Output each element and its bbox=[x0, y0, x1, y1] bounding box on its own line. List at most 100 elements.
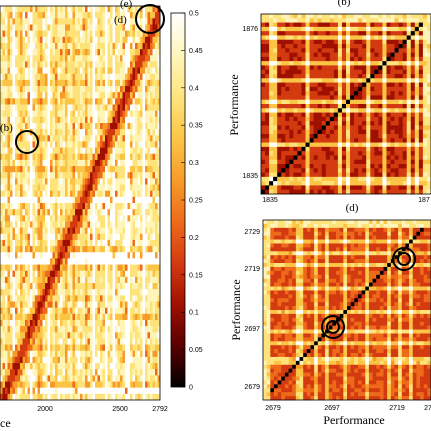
heatmap-cell bbox=[281, 99, 286, 105]
heatmap-cell bbox=[386, 26, 391, 32]
heatmap-cell bbox=[110, 356, 113, 364]
heatmap-cell bbox=[62, 178, 66, 185]
heatmap-cell bbox=[100, 92, 103, 99]
heatmap-cell bbox=[112, 49, 116, 56]
heatmap-cell bbox=[125, 92, 128, 99]
heatmap-cell bbox=[12, 129, 16, 136]
heatmap-cell bbox=[90, 79, 93, 87]
heatmap-cell bbox=[426, 91, 431, 96]
heatmap-cell bbox=[132, 98, 136, 105]
heatmap-cell bbox=[125, 153, 128, 161]
heatmap-cell bbox=[277, 91, 282, 96]
heatmap-cell bbox=[147, 92, 151, 99]
heatmap-cell bbox=[277, 56, 282, 62]
heatmap-cell bbox=[289, 56, 294, 62]
heatmap-cell bbox=[426, 22, 431, 28]
heatmap-cell bbox=[102, 116, 106, 124]
heatmap-cell bbox=[87, 104, 91, 111]
heatmap-cell bbox=[12, 79, 16, 87]
heatmap-cell bbox=[85, 166, 88, 173]
heatmap-cell bbox=[17, 184, 21, 191]
heatmap-cell bbox=[130, 276, 133, 284]
heatmap-cell bbox=[37, 190, 41, 198]
heatmap-cell bbox=[297, 86, 302, 92]
heatmap-cell bbox=[422, 14, 428, 19]
heatmap-cell bbox=[65, 92, 68, 99]
heatmap-cell bbox=[77, 12, 81, 19]
heatmap-cell bbox=[95, 178, 98, 185]
heatmap-cell bbox=[52, 381, 56, 388]
heatmap-cell bbox=[45, 92, 48, 99]
heatmap-cell bbox=[80, 42, 83, 50]
heatmap-cell bbox=[329, 86, 335, 92]
heatmap-cell bbox=[265, 22, 270, 28]
heatmap-cell bbox=[120, 184, 123, 191]
heatmap-cell bbox=[40, 393, 43, 401]
heatmap-cell bbox=[117, 264, 121, 272]
heatmap-cell bbox=[80, 319, 83, 327]
heatmap-cell bbox=[80, 129, 83, 136]
heatmap-cell bbox=[75, 239, 78, 247]
heatmap-cell bbox=[65, 221, 68, 228]
colorbar-tick-label: 0.1 bbox=[189, 310, 199, 317]
heatmap-cell bbox=[132, 159, 136, 167]
heatmap-cell bbox=[410, 18, 416, 23]
heatmap-cell bbox=[37, 209, 41, 216]
heatmap-cell bbox=[394, 95, 399, 101]
heatmap-cell bbox=[297, 18, 302, 23]
heatmap-cell bbox=[297, 69, 302, 75]
heatmap-cell bbox=[2, 233, 6, 241]
heatmap-cell bbox=[32, 332, 36, 339]
heatmap-cell bbox=[97, 221, 101, 228]
heatmap-cell bbox=[95, 295, 98, 302]
heatmap-cell bbox=[122, 221, 126, 228]
heatmap-cell bbox=[115, 350, 118, 358]
heatmap-cell bbox=[157, 190, 161, 198]
heatmap-cell bbox=[122, 227, 126, 235]
heatmap-cell bbox=[22, 166, 26, 173]
heatmap-cell bbox=[273, 26, 278, 32]
heatmap-cell bbox=[97, 49, 101, 56]
heatmap-cell bbox=[337, 82, 343, 88]
heatmap-cell bbox=[140, 184, 143, 191]
heatmap-cell bbox=[107, 79, 111, 87]
heatmap-cell bbox=[2, 375, 6, 382]
heatmap-cell bbox=[52, 178, 56, 185]
heatmap-cell bbox=[281, 86, 286, 92]
heatmap-cell bbox=[261, 39, 266, 45]
heatmap-cell bbox=[45, 129, 48, 136]
heatmap-cell bbox=[40, 129, 43, 136]
heatmap-cell bbox=[25, 264, 28, 272]
heatmap-cell bbox=[122, 332, 126, 339]
heatmap-cell bbox=[125, 86, 128, 93]
heatmap-cell bbox=[67, 172, 71, 179]
heatmap-cell bbox=[137, 190, 141, 198]
heatmap-cell bbox=[7, 159, 11, 167]
heatmap-cell bbox=[92, 110, 96, 118]
heatmap-cell bbox=[22, 301, 26, 308]
heatmap-cell bbox=[325, 35, 331, 41]
heatmap-cell bbox=[115, 375, 118, 382]
heatmap-cell bbox=[32, 55, 36, 62]
heatmap-cell bbox=[305, 39, 310, 45]
heatmap-cell bbox=[52, 116, 56, 124]
heatmap-cell bbox=[35, 307, 38, 315]
heatmap-cell bbox=[95, 12, 98, 19]
heatmap-cell bbox=[57, 172, 61, 179]
heatmap-cell bbox=[142, 313, 146, 321]
heatmap-cell bbox=[112, 289, 116, 296]
heatmap-cell bbox=[127, 227, 131, 235]
heatmap-cell bbox=[135, 166, 138, 173]
heatmap-cell bbox=[130, 141, 133, 148]
heatmap-cell bbox=[17, 166, 21, 173]
heatmap-cell bbox=[30, 49, 33, 56]
heatmap-cell bbox=[100, 184, 103, 191]
heatmap-cell bbox=[157, 73, 161, 81]
heatmap-cell bbox=[289, 26, 294, 32]
heatmap-cell bbox=[107, 375, 111, 382]
heatmap-cell bbox=[5, 387, 8, 395]
heatmap-cell bbox=[52, 55, 56, 62]
heatmap-cell bbox=[57, 270, 61, 278]
heatmap-cell bbox=[135, 36, 138, 44]
heatmap-cell bbox=[37, 270, 41, 278]
